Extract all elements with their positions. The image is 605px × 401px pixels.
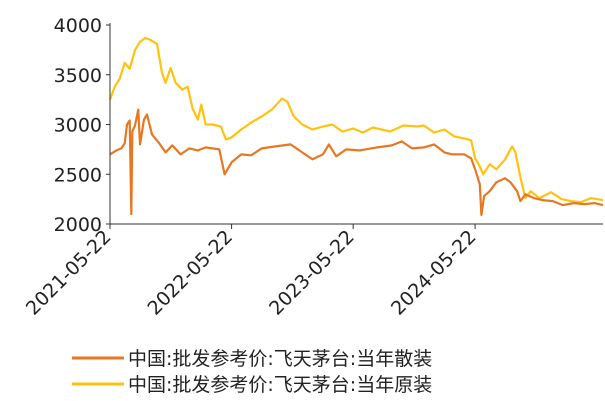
legend-label-2: 中国:批发参考价:飞天茅台:当年原装 [128,374,432,396]
y-tick-label: 2000 [54,214,102,236]
y-tick-label: 2500 [54,164,102,186]
plot-area [108,36,604,217]
series-line-1 [109,108,604,217]
y-tick-label: 4000 [54,15,102,37]
x-tick-label: 2024-05-22 [387,226,481,320]
y-tick-label: 3000 [54,115,102,137]
series-line-2 [108,36,604,204]
x-tick-label: 2022-05-22 [143,226,237,320]
axes: 2000 2500 3000 3500 4000 2021-05-22 2022-05-22… [22,15,603,320]
legend-label-1: 中国:批发参考价:飞天茅台:当年散装 [128,348,432,370]
x-tick-label: 2021-05-22 [22,226,116,320]
y-tick-label: 3500 [54,65,102,87]
x-tick-label: 2023-05-22 [265,226,359,320]
